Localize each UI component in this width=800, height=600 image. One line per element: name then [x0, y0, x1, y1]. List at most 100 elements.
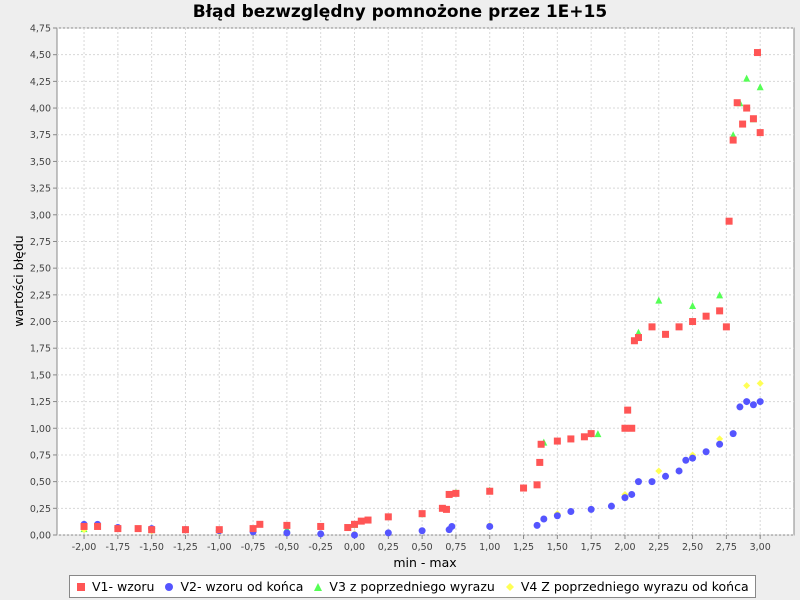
y-tick-label: 1,75 — [30, 344, 51, 355]
data-point — [716, 435, 724, 443]
data-point — [634, 478, 642, 486]
data-point — [553, 437, 561, 445]
data-point — [607, 502, 615, 510]
y-tick-label: 3,25 — [30, 184, 51, 195]
data-point — [655, 467, 663, 475]
data-point — [756, 83, 764, 91]
data-point — [662, 472, 670, 480]
data-point — [418, 510, 426, 518]
data-point — [729, 136, 737, 144]
data-point — [702, 448, 710, 456]
data-point — [736, 403, 744, 411]
legend-label: V4 Z poprzedniego wyrazu od końca — [520, 579, 749, 594]
data-point — [722, 323, 730, 331]
square-marker-icon — [74, 580, 88, 594]
x-tick-label: -1,25 — [173, 542, 198, 553]
data-point — [438, 504, 446, 512]
data-points — [80, 49, 764, 539]
chart-title: Błąd bezwzględny pomnożone przez 1E+15 — [192, 2, 608, 22]
x-tick-label: -0,75 — [241, 542, 266, 553]
data-point — [729, 430, 737, 438]
data-point — [94, 522, 102, 530]
data-point — [749, 401, 757, 409]
y-tick-label: 2,00 — [30, 317, 51, 328]
x-tick-label: 3,00 — [750, 542, 771, 553]
x-tick-label: -1,75 — [106, 542, 131, 553]
y-axis-label: wartości błędu — [11, 235, 26, 326]
data-point — [533, 521, 541, 529]
data-point — [743, 104, 751, 112]
x-tick-label: 1,50 — [547, 542, 568, 553]
y-tick-label: 2,75 — [30, 237, 51, 248]
x-tick-label: -1,50 — [139, 542, 164, 553]
grid-lines — [57, 27, 794, 536]
data-point — [452, 489, 460, 497]
x-tick-label: -1,00 — [207, 542, 232, 553]
data-point — [621, 494, 629, 502]
x-tick-label: -0,50 — [275, 542, 300, 553]
y-tick-label: 3,75 — [30, 130, 51, 141]
data-point — [628, 424, 636, 432]
data-point — [624, 406, 632, 414]
data-point — [729, 131, 737, 139]
data-point — [283, 529, 291, 537]
data-point — [567, 508, 575, 516]
y-tick-label: 2,50 — [30, 264, 51, 275]
data-point — [716, 440, 724, 448]
y-tick-label: 3,50 — [30, 157, 51, 168]
y-tick-label: 3,00 — [30, 210, 51, 221]
x-tick-label: 2,00 — [614, 542, 635, 553]
data-point — [384, 513, 392, 521]
x-tick-label: -2,00 — [72, 542, 97, 553]
data-point — [442, 505, 450, 513]
circle-marker-icon — [162, 580, 176, 594]
data-point — [536, 458, 544, 466]
data-point — [716, 307, 724, 315]
data-point — [725, 217, 733, 225]
x-axis-label: min - max — [393, 555, 456, 570]
data-point — [580, 433, 588, 441]
data-point — [675, 467, 683, 475]
x-tick-label: 2,75 — [716, 542, 737, 553]
data-point — [628, 490, 636, 498]
y-tick-label: 1,25 — [30, 397, 51, 408]
data-point — [567, 435, 575, 443]
data-point — [739, 120, 747, 128]
data-point — [215, 526, 223, 534]
data-point — [537, 440, 545, 448]
data-point — [689, 318, 697, 326]
data-point — [134, 525, 142, 533]
data-point — [520, 484, 528, 492]
x-tick-label: 0,00 — [344, 542, 365, 553]
data-point — [445, 490, 453, 498]
x-axis-ticks: -2,00 -1,75 -1,50 -1,25 -1,00 -0,75 -0,50 -0,25… — [72, 535, 771, 553]
x-tick-label: 2,50 — [682, 542, 703, 553]
y-tick-label: 0,50 — [30, 477, 51, 488]
data-point — [675, 323, 683, 331]
data-point — [648, 323, 656, 331]
y-tick-label: 1,00 — [30, 424, 51, 435]
y-tick-label: 4,75 — [30, 24, 51, 35]
data-point — [753, 49, 761, 57]
data-point — [249, 525, 257, 533]
data-point — [648, 478, 656, 486]
data-point — [756, 379, 764, 387]
data-point — [80, 522, 88, 530]
legend-label: V2- wzoru od końca — [180, 579, 304, 594]
data-point — [716, 291, 724, 299]
data-point — [384, 529, 392, 537]
data-point — [317, 522, 325, 530]
legend-item: V2- wzoru od końca — [162, 579, 303, 594]
triangle-marker-icon — [311, 580, 325, 594]
legend-marker — [77, 582, 85, 591]
data-point — [448, 522, 456, 530]
data-point — [181, 526, 189, 534]
data-point — [587, 505, 595, 513]
legend-item: V4 Z poprzedniego wyrazu od końca — [503, 579, 749, 594]
y-tick-label: 4,25 — [30, 77, 51, 88]
legend-marker — [505, 582, 514, 591]
data-point — [743, 74, 751, 82]
data-point — [418, 527, 426, 535]
x-tick-label: 1,25 — [513, 542, 534, 553]
